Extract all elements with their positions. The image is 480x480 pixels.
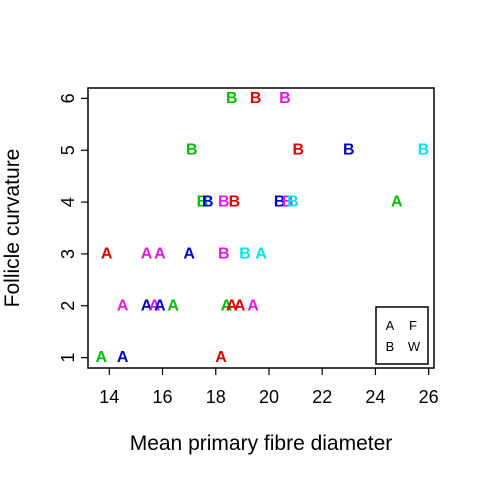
data-point: A <box>234 297 246 314</box>
data-point: B <box>343 142 355 159</box>
x-tick-label: 20 <box>259 387 279 407</box>
y-tick-label: 4 <box>58 197 78 207</box>
x-tick-label: 14 <box>99 387 119 407</box>
y-axis: 1 2 3 4 5 6 <box>58 93 88 363</box>
data-point: A <box>154 297 166 314</box>
legend-entry-w: W <box>408 339 421 354</box>
data-point: A <box>154 245 166 262</box>
data-point: B <box>239 245 251 262</box>
x-tick-label: 22 <box>312 387 332 407</box>
legend-box <box>375 306 429 365</box>
legend-entry-b: B <box>386 339 395 354</box>
data-point: B <box>287 194 299 211</box>
data-point: A <box>183 245 195 262</box>
data-point: B <box>226 90 238 107</box>
x-tick-label: 16 <box>153 387 173 407</box>
data-point: B <box>229 194 241 211</box>
data-point: A <box>255 245 267 262</box>
data-point: A <box>247 297 259 314</box>
data-point: B <box>292 142 304 159</box>
y-tick-label: 6 <box>58 93 78 103</box>
data-point: B <box>218 245 230 262</box>
data-point: B <box>218 194 230 211</box>
data-point: A <box>96 349 108 366</box>
x-axis-label: Mean primary fibre diameter <box>130 432 393 455</box>
data-point: A <box>391 194 403 211</box>
data-point: B <box>418 142 430 159</box>
y-tick-label: 2 <box>58 301 78 311</box>
data-point: B <box>197 194 209 211</box>
data-point: B <box>202 194 214 211</box>
legend: A F B W <box>375 306 429 365</box>
data-point: A <box>149 297 161 314</box>
data-point: A <box>141 297 153 314</box>
data-point: A <box>117 349 129 366</box>
data-point: A <box>215 349 227 366</box>
y-tick-label: 1 <box>58 353 78 363</box>
data-point: A <box>117 297 129 314</box>
y-tick-label: 5 <box>58 145 78 155</box>
data-point: B <box>186 142 198 159</box>
data-point: B <box>250 90 262 107</box>
x-axis: 14 16 18 20 22 24 26 <box>99 368 439 407</box>
data-point: A <box>141 245 153 262</box>
legend-entry-f: F <box>409 318 417 333</box>
legend-entry-a: A <box>386 318 395 333</box>
y-tick-label: 3 <box>58 249 78 259</box>
plot-frame <box>87 87 435 369</box>
data-point: B <box>274 194 286 211</box>
y-axis-label: Follicle curvature <box>1 149 24 308</box>
data-point: B <box>282 194 294 211</box>
data-point: A <box>221 297 233 314</box>
data-points: A A AA AAA A AAA AA A A A B B ABB B B BBB AB B B BB B B <box>96 90 430 366</box>
data-point: A <box>101 245 113 262</box>
x-tick-label: 26 <box>419 387 439 407</box>
data-point: A <box>167 297 179 314</box>
x-tick-label: 24 <box>365 387 385 407</box>
x-tick-label: 18 <box>206 387 226 407</box>
data-point: A <box>226 297 238 314</box>
data-point: B <box>279 90 291 107</box>
